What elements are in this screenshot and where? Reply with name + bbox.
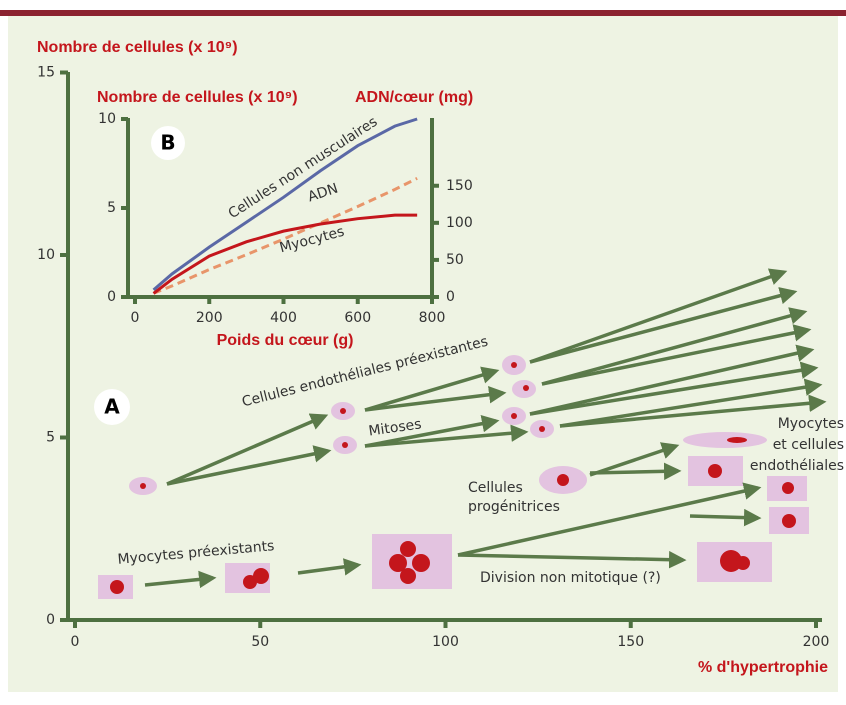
- figure: A B Nombre de cellules (x 10⁹) % d'hyper…: [0, 0, 846, 701]
- y2-tick-label: 50: [446, 252, 464, 268]
- y-tick-label: 0: [46, 612, 55, 628]
- annotation: Division non mitotique (?): [480, 570, 661, 586]
- x-axis-title: % d'hypertrophie: [698, 659, 828, 676]
- x-tick-label: 0: [131, 310, 140, 326]
- annotation: Myocytes: [778, 416, 844, 432]
- x-tick-label: 600: [344, 310, 371, 326]
- y-tick-label: 10: [98, 111, 116, 127]
- x-tick-label: 0: [71, 634, 80, 650]
- y2-axis-title: ADN/cœur (mg): [355, 89, 473, 106]
- x-tick-label: 150: [617, 634, 644, 650]
- y2-tick-label: 100: [446, 215, 473, 231]
- y2-tick-label: 0: [446, 289, 455, 305]
- x-tick-label: 200: [196, 310, 223, 326]
- y-axis-title: Nombre de cellules (x 10⁹): [37, 39, 238, 56]
- x-tick-label: 50: [251, 634, 269, 650]
- y-axis-title: Nombre de cellules (x 10⁹): [97, 89, 298, 106]
- x-tick-label: 200: [803, 634, 830, 650]
- x-axis-title: Poids du cœur (g): [217, 332, 354, 349]
- top-rule: [0, 10, 846, 16]
- x-tick-label: 400: [270, 310, 297, 326]
- annotation: progénitrices: [468, 499, 560, 515]
- y-tick-label: 0: [107, 289, 116, 305]
- annotation: Cellules: [468, 480, 523, 496]
- panel-letter: A: [104, 395, 120, 419]
- panel-letter: B: [160, 131, 175, 155]
- y-tick-label: 5: [46, 430, 55, 446]
- y2-tick-label: 150: [446, 178, 473, 194]
- x-tick-label: 800: [419, 310, 446, 326]
- annotation: et cellules: [773, 437, 844, 453]
- y-tick-label: 5: [107, 200, 116, 216]
- y-tick-label: 10: [37, 247, 55, 263]
- x-tick-label: 100: [432, 634, 459, 650]
- annotation: endothéliales: [750, 458, 844, 474]
- y-tick-label: 15: [37, 65, 55, 81]
